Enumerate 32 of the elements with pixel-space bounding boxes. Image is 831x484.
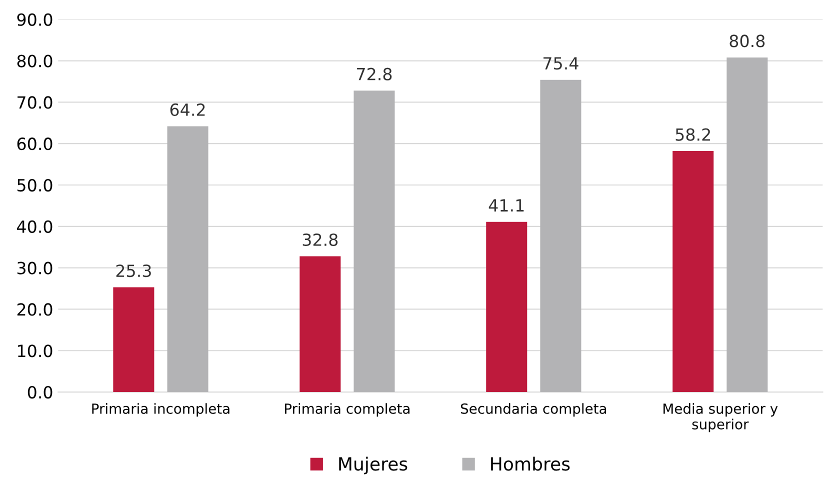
y-tick-label: 10.0: [18, 344, 52, 358]
bar: [167, 126, 208, 392]
data-label: 80.8: [730, 34, 765, 48]
data-label: 72.8: [357, 68, 392, 80]
y-tick-label: 0.0: [28, 386, 52, 399]
y-tick-label: 90.0: [17, 13, 52, 26]
data-label: 64.2: [170, 103, 205, 116]
data-label: 75.4: [544, 57, 578, 70]
y-tick-label: 20.0: [17, 303, 52, 316]
bar: [540, 80, 582, 392]
bar: [113, 287, 154, 392]
legend-label: Mujeres: [339, 456, 408, 474]
bar: [726, 57, 768, 392]
data-label: 32.8: [302, 233, 338, 246]
data-label: 25.3: [116, 264, 151, 278]
bar: [354, 90, 395, 392]
legend-label: Hombres: [491, 456, 570, 471]
data-label: 58.2: [676, 128, 710, 141]
y-tick-label: 40.0: [17, 220, 52, 233]
x-tick-label: Primaria incompleta: [92, 403, 230, 417]
x-tick-label: Secundaria completa: [460, 403, 606, 417]
bar: [672, 151, 714, 392]
y-tick-label: 60.0: [17, 138, 52, 150]
y-tick-label: 80.0: [17, 54, 52, 68]
x-tick-label: Primaria completa: [285, 403, 410, 417]
data-label: 41.1: [488, 199, 524, 212]
x-tick-label: Media superior y superior: [664, 403, 778, 432]
y-tick-label: 30.0: [17, 262, 52, 274]
bar: [300, 256, 341, 392]
bar: [486, 222, 528, 392]
y-tick-label: 50.0: [17, 178, 52, 192]
y-tick-label: 70.0: [18, 96, 52, 109]
